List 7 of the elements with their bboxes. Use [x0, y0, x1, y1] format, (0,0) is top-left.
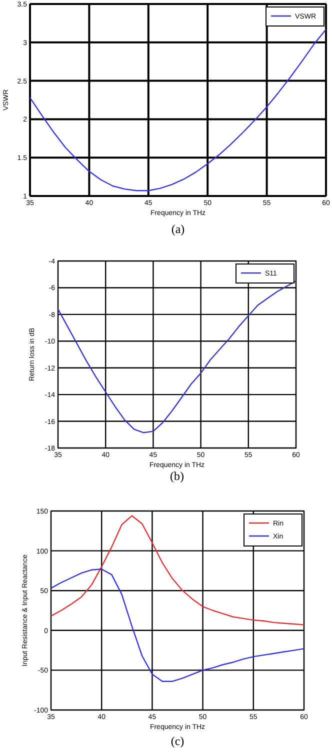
text: (c) [170, 734, 184, 748]
text: (b) [170, 469, 184, 483]
line-series [50, 515, 305, 626]
text: (a) [171, 222, 185, 236]
line-series [29, 28, 327, 192]
line-series [50, 568, 305, 682]
line-series [57, 280, 297, 434]
